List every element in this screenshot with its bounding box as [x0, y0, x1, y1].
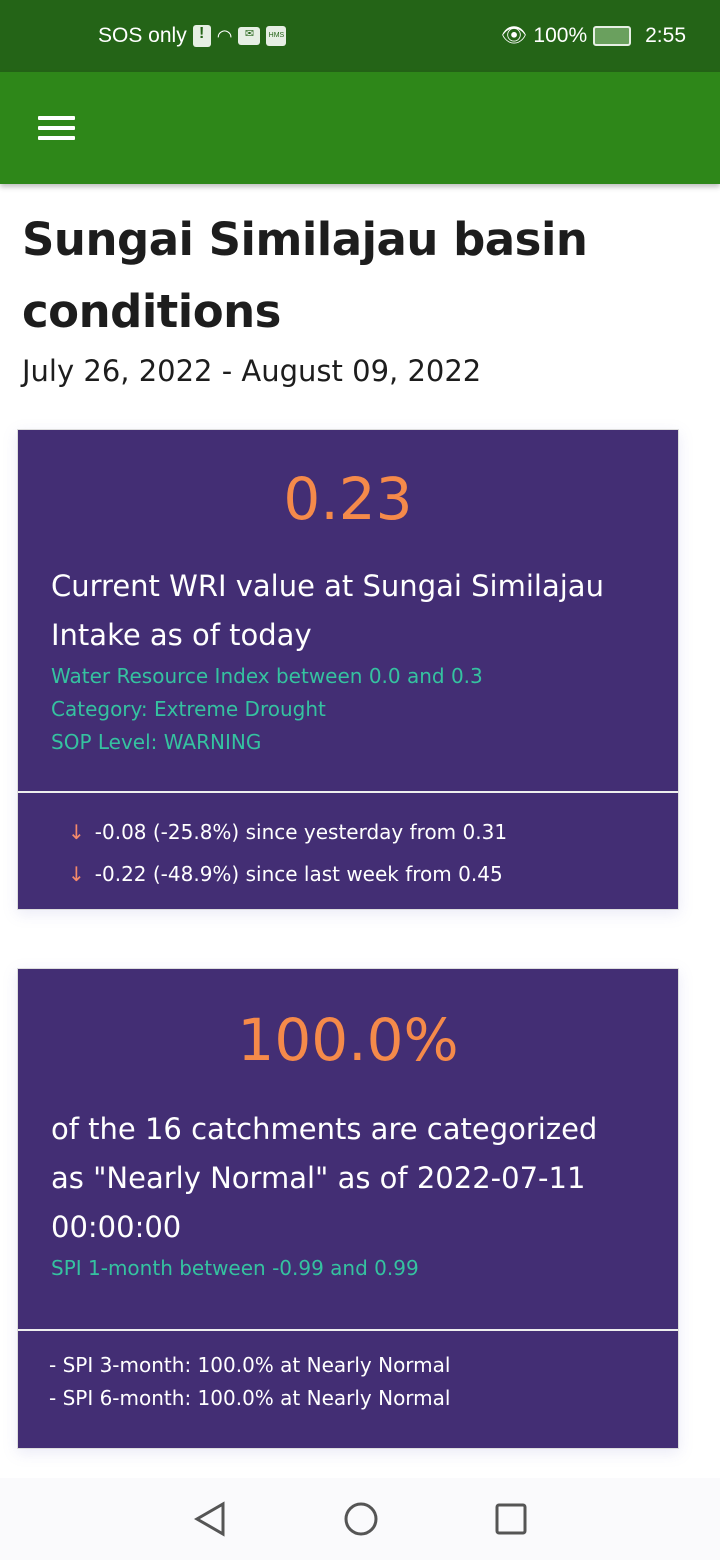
change-yesterday: ↓ -0.08 (-25.8%) since yesterday from 0.3…: [18, 811, 678, 853]
hamburger-icon[interactable]: [38, 110, 75, 146]
mail-icon: ✉: [238, 27, 261, 45]
divider: [18, 791, 678, 793]
battery-percent: 100%: [533, 24, 588, 47]
wri-index-range: Water Resource Index between 0.0 and 0.3: [51, 664, 483, 688]
alert-icon: !: [192, 25, 211, 47]
wifi-icon: ◠: [216, 25, 233, 46]
change-text: -0.22 (-48.9%) since last week from 0.45: [94, 862, 503, 886]
spi-description: of the 16 catchments are categorized as …: [51, 1112, 598, 1244]
home-icon[interactable]: [343, 1501, 379, 1537]
status-bar: SOS only ! ◠ ✉ HMS 👁 100% 2:55: [0, 0, 720, 72]
arrow-down-icon: ↓: [68, 862, 85, 886]
hms-icon: HMS: [266, 26, 287, 46]
date-range: July 26, 2022 - August 09, 2022: [22, 354, 482, 388]
recents-icon[interactable]: [495, 1503, 527, 1535]
back-icon[interactable]: [193, 1501, 227, 1537]
change-last-week: ↓ -0.22 (-48.9%) since last week from 0.4…: [18, 853, 678, 895]
spi-card: 100.0% of the 16 catchments are categori…: [17, 968, 679, 1449]
wri-card: 0.23 Current WRI value at Sungai Similaj…: [17, 429, 679, 910]
wri-description: Current WRI value at Sungai Similajau In…: [51, 569, 604, 652]
wri-category: Category: Extreme Drought: [51, 697, 326, 721]
clock: 2:55: [645, 24, 686, 47]
arrow-down-icon: ↓: [68, 820, 85, 844]
navigation-bar: [0, 1478, 720, 1560]
wri-value: 0.23: [283, 465, 413, 533]
spi-range: SPI 1-month between -0.99 and 0.99: [51, 1256, 419, 1280]
spi-6-month: - SPI 6-month: 100.0% at Nearly Normal: [49, 1386, 451, 1410]
carrier-text: SOS only: [98, 24, 187, 47]
eye-icon: 👁: [500, 24, 528, 47]
wri-sop-level: SOP Level: WARNING: [51, 730, 262, 754]
app-bar: [0, 72, 720, 184]
battery-icon: [593, 26, 632, 46]
spi-value: 100.0%: [237, 1006, 459, 1074]
change-text: -0.08 (-25.8%) since yesterday from 0.31: [94, 820, 508, 844]
spi-3-month: - SPI 3-month: 100.0% at Nearly Normal: [49, 1353, 451, 1377]
page-title: Sungai Similajau basin conditions: [22, 213, 588, 338]
spi-others: - SPI 3-month: 100.0% at Nearly Normal -…: [18, 1331, 678, 1433]
divider: [18, 1329, 678, 1331]
